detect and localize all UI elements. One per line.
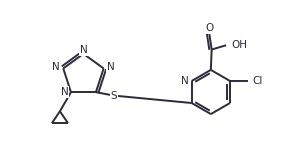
Text: N: N — [80, 45, 87, 55]
Text: OH: OH — [231, 40, 247, 50]
Text: N: N — [61, 87, 68, 97]
Text: S: S — [111, 91, 117, 100]
Text: Cl: Cl — [253, 76, 263, 86]
Text: N: N — [107, 62, 115, 72]
Text: O: O — [205, 23, 213, 33]
Text: N: N — [52, 62, 60, 72]
Text: N: N — [181, 76, 189, 86]
